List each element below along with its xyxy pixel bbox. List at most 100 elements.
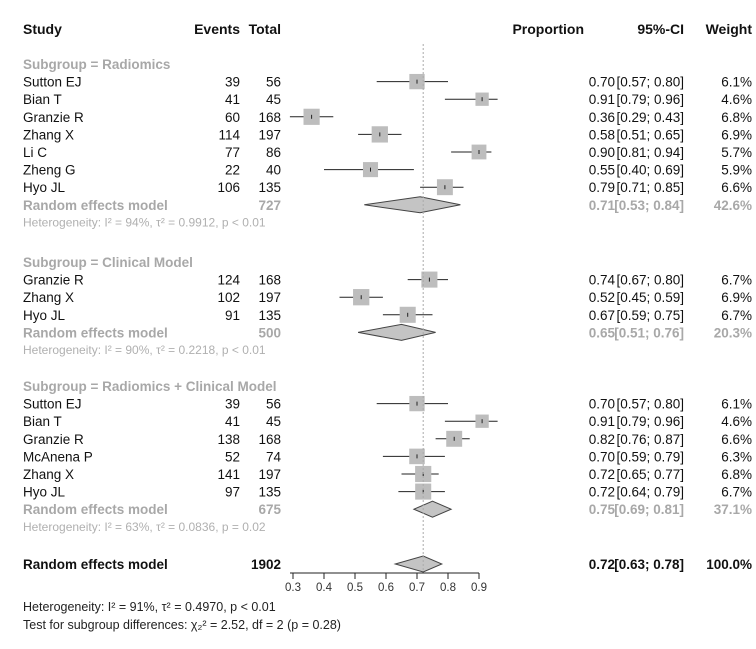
study-weight: 6.7% <box>721 308 752 323</box>
study-weight: 4.6% <box>721 92 752 107</box>
study-weight: 6.1% <box>721 75 752 90</box>
axis-tick-label: 0.7 <box>409 582 425 594</box>
study-weight: 6.8% <box>721 467 752 482</box>
subgroup-model-ci: [0.53; 0.84] <box>614 198 684 213</box>
study-proportion: 0.79 <box>589 180 615 195</box>
study-ci: [0.29; 0.43] <box>616 110 684 125</box>
study-ci: [0.51; 0.65] <box>616 127 684 142</box>
study-events: 124 <box>217 273 240 288</box>
study-weight: 6.6% <box>721 432 752 447</box>
subgroup-title: Subgroup = Radiomics <box>23 57 170 72</box>
study-name: Zhang X <box>23 467 74 482</box>
study-proportion: 0.91 <box>589 92 615 107</box>
study-total: 45 <box>266 414 281 429</box>
study-total: 168 <box>258 432 281 447</box>
subgroup-model-ci: [0.51; 0.76] <box>614 325 684 340</box>
subgroup-model-proportion: 0.65 <box>589 325 616 340</box>
axis-tick-label: 0.8 <box>440 582 456 594</box>
overall-model-label: Random effects model <box>23 557 168 572</box>
subgroup-title: Subgroup = Clinical Model <box>23 255 193 270</box>
study-name: Sutton EJ <box>23 75 82 90</box>
study-weight: 6.9% <box>721 127 752 142</box>
study-proportion: 0.70 <box>589 397 615 412</box>
study-events: 91 <box>225 308 240 323</box>
study-weight: 4.6% <box>721 414 752 429</box>
study-events: 52 <box>225 449 240 464</box>
study-total: 135 <box>258 180 281 195</box>
study-name: Hyo JL <box>23 180 66 195</box>
study-events: 114 <box>218 127 240 142</box>
study-ci: [0.79; 0.96] <box>616 414 684 429</box>
study-total: 40 <box>266 163 281 178</box>
study-proportion: 0.55 <box>589 163 615 178</box>
overall-ci: [0.63; 0.78] <box>614 557 684 572</box>
subgroup-model-total: 727 <box>258 198 281 213</box>
study-weight: 6.9% <box>721 290 752 305</box>
subgroup-model-weight: 42.6% <box>714 198 752 213</box>
study-proportion: 0.52 <box>589 290 615 305</box>
subgroup-model-proportion: 0.71 <box>589 198 616 213</box>
header-ci: 95%-CI <box>637 21 684 37</box>
study-total: 168 <box>258 273 281 288</box>
study-events: 106 <box>217 180 240 195</box>
subgroup-heterogeneity: Heterogeneity: I² = 63%, τ² = 0.0836, p … <box>23 520 266 534</box>
study-ci: [0.65; 0.77] <box>616 467 684 482</box>
subgroup-heterogeneity: Heterogeneity: I² = 94%, τ² = 0.9912, p … <box>23 215 266 229</box>
study-ci: [0.67; 0.80] <box>616 273 684 288</box>
study-ci: [0.57; 0.80] <box>616 397 684 412</box>
study-name: Hyo JL <box>23 485 66 500</box>
study-name: Sutton EJ <box>23 397 82 412</box>
subgroup-diamond <box>358 323 436 341</box>
header-proportion: Proportion <box>512 21 584 37</box>
study-weight: 6.3% <box>721 449 752 464</box>
study-ci: [0.57; 0.80] <box>616 75 684 90</box>
study-proportion: 0.72 <box>589 467 615 482</box>
study-name: Hyo JL <box>23 308 66 323</box>
study-total: 135 <box>258 308 281 323</box>
study-events: 39 <box>225 397 240 412</box>
study-ci: [0.76; 0.87] <box>616 432 684 447</box>
study-ci: [0.71; 0.85] <box>616 180 684 195</box>
study-ci: [0.59; 0.79] <box>616 449 684 464</box>
study-total: 74 <box>266 449 282 464</box>
study-total: 197 <box>258 127 281 142</box>
study-events: 77 <box>225 145 240 160</box>
study-total: 86 <box>266 145 281 160</box>
study-weight: 6.7% <box>721 485 752 500</box>
subgroup-model-ci: [0.69; 0.81] <box>614 502 684 517</box>
study-total: 135 <box>258 485 281 500</box>
study-name: Zhang X <box>23 127 74 142</box>
study-total: 56 <box>266 75 281 90</box>
study-events: 141 <box>217 467 240 482</box>
study-name: Li C <box>23 145 47 160</box>
overall-model-total: 1902 <box>251 557 281 572</box>
footer-subgroup-test: Test for subgroup differences: χ₂² = 2.5… <box>23 618 341 632</box>
header-study: Study <box>23 21 62 37</box>
subgroup-model-total: 675 <box>258 502 281 517</box>
axis-tick-label: 0.4 <box>316 582 333 594</box>
subgroup-model-label: Random effects model <box>23 325 168 340</box>
subgroup-diamond <box>412 500 453 518</box>
study-total: 197 <box>258 467 281 482</box>
subgroup-heterogeneity: Heterogeneity: I² = 90%, τ² = 0.2218, p … <box>23 343 266 357</box>
study-events: 22 <box>225 163 240 178</box>
study-proportion: 0.90 <box>589 145 615 160</box>
subgroup-model-weight: 37.1% <box>714 502 752 517</box>
study-weight: 6.7% <box>721 273 752 288</box>
study-proportion: 0.67 <box>589 308 615 323</box>
study-weight: 6.1% <box>721 397 752 412</box>
header-events: Events <box>194 21 240 37</box>
study-name: Bian T <box>23 414 62 429</box>
subgroup-model-proportion: 0.75 <box>589 502 616 517</box>
subgroup-model-weight: 20.3% <box>714 325 752 340</box>
study-total: 56 <box>266 397 281 412</box>
header-row: Study Events Total Proportion 95%-CI Wei… <box>23 21 752 37</box>
study-ci: [0.45; 0.59] <box>616 290 684 305</box>
study-total: 45 <box>266 92 281 107</box>
subgroup-model-label: Random effects model <box>23 502 168 517</box>
subgroup-diamond <box>364 196 461 214</box>
study-events: 102 <box>217 290 240 305</box>
study-ci: [0.40; 0.69] <box>616 163 684 178</box>
